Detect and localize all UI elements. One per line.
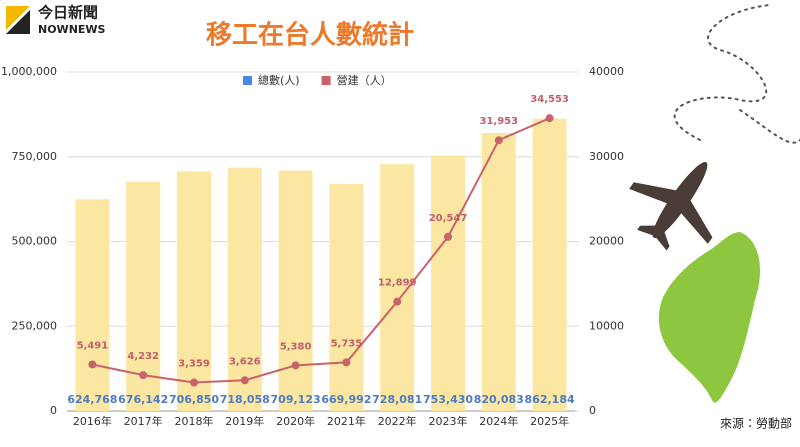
logo-text: 今日新聞 <box>37 4 98 22</box>
logo-mark <box>6 10 30 34</box>
taiwan-map <box>658 232 760 403</box>
line-value-label: 3,359 <box>178 359 210 370</box>
bar <box>431 155 465 411</box>
x-tick-label: 2024年 <box>479 414 518 428</box>
line-value-label: 34,553 <box>530 94 569 105</box>
line-point <box>393 297 402 306</box>
line-point <box>444 232 452 241</box>
bar-value-label: 820,083 <box>474 393 524 406</box>
line-value-label: 5,735 <box>331 338 363 349</box>
x-tick-label: 2017年 <box>124 414 163 428</box>
line-value-label: 12,899 <box>378 278 417 289</box>
x-tick-label: 2016年 <box>73 414 112 428</box>
bar <box>278 170 313 411</box>
line <box>92 117 550 384</box>
logo-sub: NOWNEWS <box>38 23 106 36</box>
source: 來源：勞動部 <box>720 416 792 431</box>
line-value-label: 5,491 <box>77 340 109 351</box>
bar <box>481 132 516 411</box>
line-point <box>88 360 97 369</box>
y2-tick-label: 0 <box>589 404 596 417</box>
bar-value-label: 669,992 <box>321 393 371 406</box>
x-tick-label: 2023年 <box>429 414 468 428</box>
x-tick-label: 2019年 <box>225 414 264 428</box>
x-tick-label: 2025年 <box>530 414 569 428</box>
line-point <box>240 376 249 385</box>
bar-value-label: 624,768 <box>67 393 117 406</box>
line-point <box>545 114 554 123</box>
bar <box>532 118 567 411</box>
x-tick-label: 2021年 <box>327 414 366 428</box>
legend-swatch <box>321 76 331 85</box>
y-tick-label: 500,000 <box>12 235 58 248</box>
chart-title: 移工在台人數統計 <box>206 20 414 51</box>
bar-value-label: 862,184 <box>525 393 575 406</box>
bar-value-label: 706,850 <box>169 393 219 406</box>
line-point <box>494 136 503 145</box>
x-tick-label: 2018年 <box>175 414 214 428</box>
line-value-label: 20,547 <box>429 213 468 224</box>
flight-path <box>673 4 771 141</box>
line-value-label: 4,232 <box>127 351 159 362</box>
bar <box>329 183 364 411</box>
logo-mark <box>6 6 30 30</box>
logo: 今日新聞 NOWNEWS <box>6 4 106 36</box>
bar-value-label: 753,430 <box>423 393 473 406</box>
y2-tick-label: 20000 <box>589 235 624 248</box>
legend-label: 總數(人) <box>258 73 300 87</box>
line-value-label: 31,953 <box>480 116 519 127</box>
x-tick-label: 2020年 <box>276 414 315 428</box>
y2-tick-label: 10000 <box>589 319 624 332</box>
airplane <box>629 161 713 251</box>
bar-value-label: 676,142 <box>118 393 168 406</box>
line-point <box>342 358 351 367</box>
x-tick-label: 2022年 <box>378 414 417 428</box>
y-tick-label: 250,000 <box>12 319 58 332</box>
line-point <box>139 371 148 380</box>
flight-path <box>739 109 800 144</box>
bar-value-label: 709,123 <box>271 393 321 406</box>
bar <box>75 199 110 411</box>
y2-tick-label: 40000 <box>589 65 624 78</box>
y-tick-label: 1,000,000 <box>1 65 57 78</box>
bar <box>177 171 211 411</box>
y-tick-label: 0 <box>50 404 57 417</box>
line-value-label: 5,380 <box>280 341 312 352</box>
legend-label: 營建（人） <box>337 73 392 87</box>
decoration <box>629 4 800 403</box>
y-tick-label: 750,000 <box>12 150 58 163</box>
bar-value-label: 718,058 <box>220 393 270 406</box>
line-value-label: 3,626 <box>229 356 261 367</box>
y2-tick-label: 30000 <box>589 150 624 163</box>
legend-swatch <box>243 76 252 85</box>
bar-value-label: 728,081 <box>372 393 422 406</box>
line-point <box>190 378 198 387</box>
line-point <box>291 361 300 370</box>
bar <box>227 167 262 411</box>
